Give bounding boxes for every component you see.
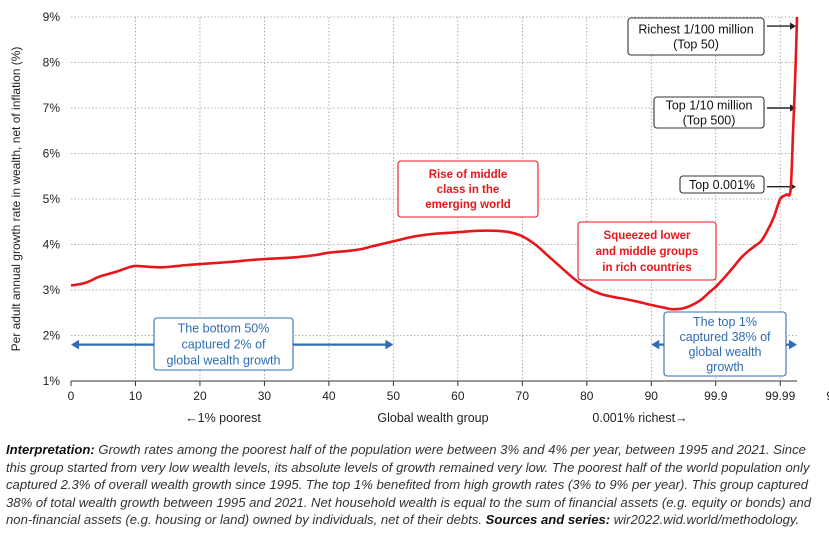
- x-tick-label: 20: [193, 389, 207, 403]
- top001-annotation-frame: [679, 175, 765, 194]
- arrow-head: [790, 22, 796, 30]
- bottom50-annotation-text: captured 2% of: [181, 338, 266, 352]
- top001-annotation: Top 0.001%: [679, 175, 765, 194]
- bottom50-annotation: The bottom 50% captured 2% of global wealt…: [153, 317, 294, 371]
- richest-annotation-text: Richest 1/100 million: [638, 23, 753, 37]
- y-tick-label: 4%: [43, 238, 61, 252]
- top001-annotation-text: Top 0.001%: [689, 178, 755, 192]
- middle-class-annotation-text: emerging world: [425, 199, 511, 211]
- interpretation-text: Growth rates among the poorest half of t…: [6, 442, 812, 527]
- middle-class-annotation-text: Rise of middle: [429, 169, 508, 181]
- arrow-head: [789, 339, 797, 350]
- interpretation-note: Interpretation: Growth rates among the p…: [6, 441, 822, 529]
- middle-class-annotation: Rise of middle class in the emerging world: [397, 160, 539, 218]
- middle-class-annotation-text: class in the: [437, 184, 500, 196]
- y-tick-label: 9%: [43, 10, 61, 24]
- x-axis-sub-right: 0.001% richest→: [592, 411, 687, 425]
- x-axis-sub-left: ←1% poorest: [185, 411, 261, 425]
- x-tick-label: 80: [580, 389, 594, 403]
- x-tick-label: 50: [387, 389, 401, 403]
- top10m-annotation-text: (Top 500): [683, 114, 736, 128]
- x-tick-label: 60: [451, 389, 465, 403]
- richest-annotation-text: (Top 50): [673, 38, 719, 52]
- top1-annotation-text: The top 1%: [693, 315, 757, 329]
- sources-url: wir2022.wid.world/methodology.: [613, 512, 800, 527]
- x-tick-label: 30: [258, 389, 272, 403]
- squeezed-annotation-text: and middle groups: [596, 246, 699, 258]
- y-axis-label: Per adult annual growth rate in wealth, …: [9, 47, 23, 352]
- sources-label: Sources and series:: [485, 512, 611, 527]
- x-tick-label: 70: [516, 389, 530, 403]
- middle-class-annotation-frame: [397, 160, 539, 218]
- y-tick-label: 6%: [43, 147, 61, 161]
- richest-annotation: Richest 1/100 million(Top 50): [627, 17, 765, 56]
- y-tick-label: 7%: [43, 101, 61, 115]
- y-tick-label: 2%: [43, 329, 61, 343]
- y-tick-label: 3%: [43, 283, 61, 297]
- y-axis: 1% 2% 3% 4% 5% 6% 7% 8% 9%: [43, 10, 61, 388]
- squeezed-annotation-text: Squeezed lower: [604, 230, 691, 242]
- x-tick-label: 99.999: [826, 389, 829, 403]
- arrow-head: [385, 339, 394, 350]
- top10m-annotation-frame: [653, 96, 765, 129]
- x-tick-label: 90: [645, 389, 659, 403]
- annotations: Richest 1/100 million(Top 50) Top 1/10 mi…: [153, 17, 787, 377]
- top10m-annotation-text: Top 1/10 million: [666, 99, 753, 113]
- y-tick-label: 8%: [43, 56, 61, 70]
- interpretation-label: Interpretation:: [6, 442, 95, 457]
- top1-annotation-text: captured 38% of: [679, 330, 771, 344]
- x-tick-label: 99.99: [765, 389, 795, 403]
- top1-annotation-text: growth: [706, 360, 744, 374]
- x-tick-label: 99.9: [704, 389, 728, 403]
- x-axis-label: Global wealth group: [377, 411, 488, 425]
- x-tick-label: 0: [68, 389, 75, 403]
- arrow-head: [71, 339, 79, 350]
- richest-annotation-frame: [627, 17, 765, 56]
- y-tick-label: 1%: [43, 374, 61, 388]
- squeezed-annotation: Squeezed lower and middle groups in rich c…: [577, 221, 717, 281]
- top1-annotation-frame: [663, 311, 787, 377]
- series-line: [70, 16, 799, 311]
- y-tick-label: 5%: [43, 192, 61, 206]
- squeezed-annotation-frame: [577, 221, 717, 281]
- x-tick-label: 40: [322, 389, 336, 403]
- x-tick-label: 10: [129, 389, 143, 403]
- bottom50-annotation-frame: [153, 317, 294, 371]
- x-axis: 0 10 20 30 40 50 60 70 80 90 99.9 99.99 99.999: [68, 381, 829, 403]
- bottom50-annotation-text: global wealth growth: [167, 354, 281, 368]
- arrow-head: [651, 339, 660, 350]
- top10m-annotation: Top 1/10 million(Top 500): [653, 96, 765, 129]
- top1-annotation-text: global wealth: [689, 345, 762, 359]
- bottom50-annotation-text: The bottom 50%: [178, 322, 270, 336]
- growth-incidence-chart: 1% 2% 3% 4% 5% 6% 7% 8% 9% 0 10 20 30 40 50 60 70 80 90 99…: [9, 10, 829, 425]
- squeezed-annotation-text: in rich countries: [602, 262, 691, 274]
